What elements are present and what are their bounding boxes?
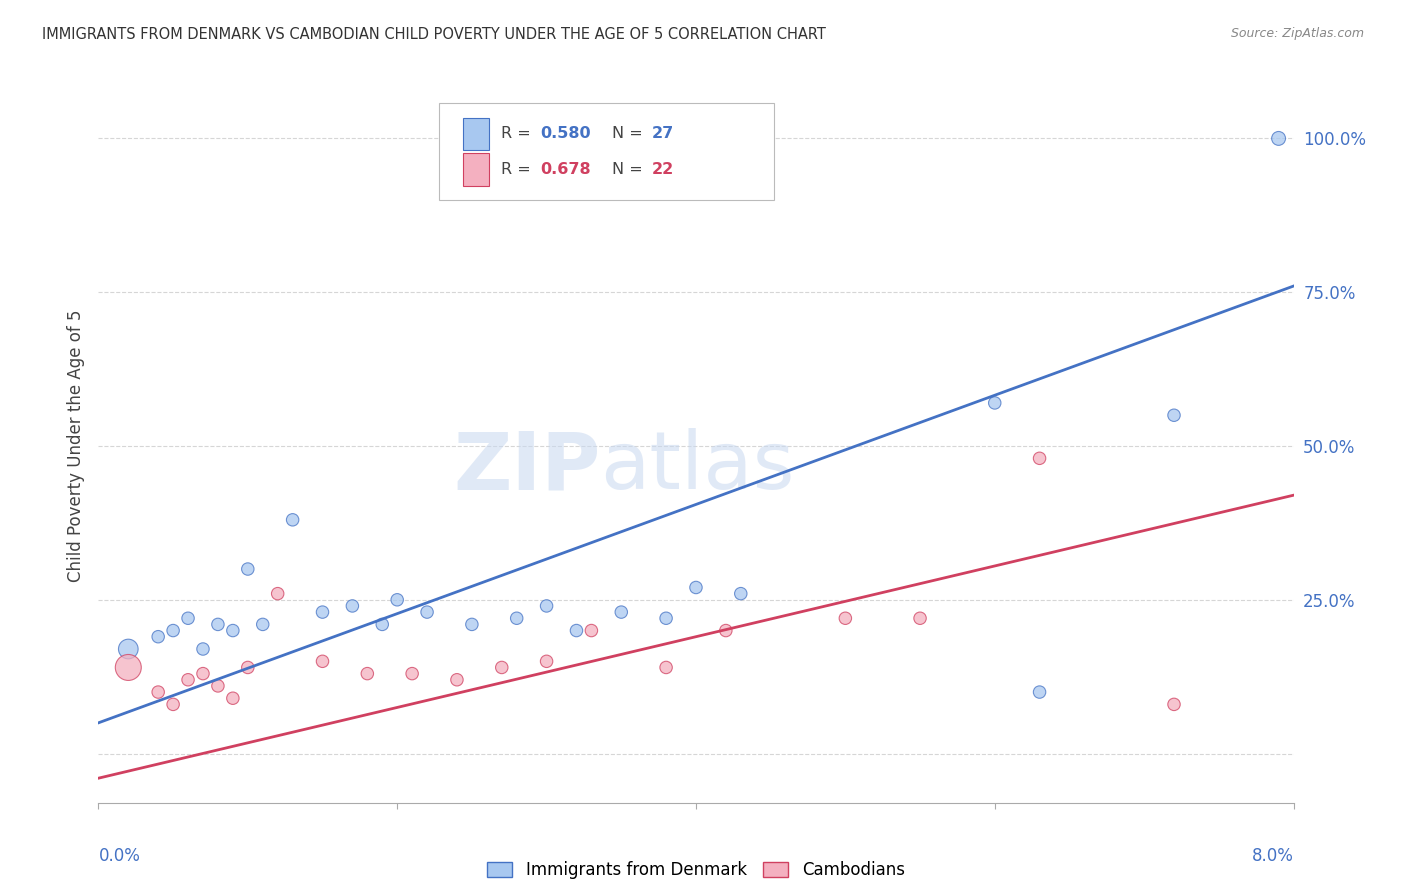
FancyBboxPatch shape bbox=[463, 118, 489, 150]
Point bbox=[207, 679, 229, 693]
Text: R =: R = bbox=[501, 126, 531, 141]
FancyBboxPatch shape bbox=[463, 153, 489, 186]
Point bbox=[983, 396, 1005, 410]
Point bbox=[714, 624, 737, 638]
Point bbox=[610, 605, 633, 619]
Text: 27: 27 bbox=[652, 126, 673, 141]
Point bbox=[222, 691, 245, 706]
Point bbox=[730, 587, 752, 601]
Text: atlas: atlas bbox=[600, 428, 794, 507]
Point bbox=[491, 660, 513, 674]
Point bbox=[1028, 451, 1050, 466]
Point bbox=[342, 599, 364, 613]
Point bbox=[565, 624, 588, 638]
FancyBboxPatch shape bbox=[439, 103, 773, 200]
Point bbox=[655, 660, 678, 674]
Point bbox=[461, 617, 484, 632]
Point bbox=[581, 624, 603, 638]
Text: N =: N = bbox=[612, 161, 643, 177]
Point bbox=[148, 630, 170, 644]
Text: IMMIGRANTS FROM DENMARK VS CAMBODIAN CHILD POVERTY UNDER THE AGE OF 5 CORRELATIO: IMMIGRANTS FROM DENMARK VS CAMBODIAN CHI… bbox=[42, 27, 827, 42]
Point bbox=[385, 592, 409, 607]
Point bbox=[536, 599, 558, 613]
Text: 22: 22 bbox=[652, 161, 673, 177]
Point bbox=[162, 624, 184, 638]
Text: Source: ZipAtlas.com: Source: ZipAtlas.com bbox=[1230, 27, 1364, 40]
Point bbox=[1163, 409, 1185, 423]
Point bbox=[177, 611, 200, 625]
Text: 8.0%: 8.0% bbox=[1251, 847, 1294, 865]
Point bbox=[162, 698, 184, 712]
Point bbox=[834, 611, 856, 625]
Point bbox=[222, 624, 245, 638]
Point bbox=[401, 666, 423, 681]
Text: R =: R = bbox=[501, 161, 531, 177]
Legend: Immigrants from Denmark, Cambodians: Immigrants from Denmark, Cambodians bbox=[479, 853, 912, 888]
Text: 0.580: 0.580 bbox=[540, 126, 592, 141]
Text: ZIP: ZIP bbox=[453, 428, 600, 507]
Point bbox=[311, 605, 333, 619]
Point bbox=[267, 587, 290, 601]
Point bbox=[236, 660, 259, 674]
Point bbox=[908, 611, 931, 625]
Y-axis label: Child Poverty Under the Age of 5: Child Poverty Under the Age of 5 bbox=[66, 310, 84, 582]
Point bbox=[685, 581, 707, 595]
Point bbox=[236, 562, 259, 576]
Point bbox=[117, 660, 139, 674]
Point bbox=[1163, 698, 1185, 712]
Point bbox=[655, 611, 678, 625]
Point bbox=[446, 673, 468, 687]
Point bbox=[371, 617, 394, 632]
Point bbox=[191, 642, 214, 657]
Point bbox=[148, 685, 170, 699]
Point bbox=[506, 611, 529, 625]
Point bbox=[117, 642, 139, 657]
Point bbox=[252, 617, 274, 632]
Point bbox=[281, 513, 304, 527]
Text: 0.678: 0.678 bbox=[540, 161, 592, 177]
Point bbox=[311, 654, 333, 668]
Point bbox=[356, 666, 378, 681]
Point bbox=[1267, 131, 1289, 145]
Point bbox=[191, 666, 214, 681]
Point bbox=[416, 605, 439, 619]
Point bbox=[207, 617, 229, 632]
Point bbox=[177, 673, 200, 687]
Point bbox=[1028, 685, 1050, 699]
Text: N =: N = bbox=[612, 126, 643, 141]
Point bbox=[536, 654, 558, 668]
Text: 0.0%: 0.0% bbox=[98, 847, 141, 865]
